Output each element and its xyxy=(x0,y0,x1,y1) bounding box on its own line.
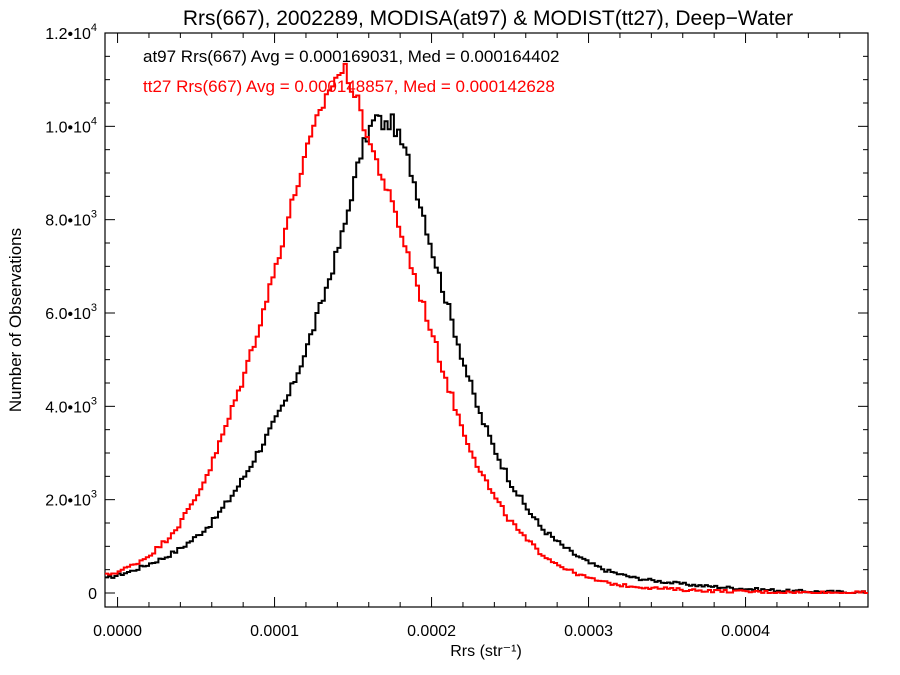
legend-entry-tt27: tt27 Rrs(667) Avg = 0.000148857, Med = 0… xyxy=(143,77,555,96)
legend-entry-at97: at97 Rrs(667) Avg = 0.000169031, Med = 0… xyxy=(143,47,560,66)
y-tick-mantissa: 1.0•10 xyxy=(45,119,91,136)
y-axis-label: Number of Observations xyxy=(6,228,25,412)
x-tick-label: 0.0002 xyxy=(407,623,456,640)
y-tick-label: 2.0•103 xyxy=(45,489,97,510)
legend: at97 Rrs(667) Avg = 0.000169031, Med = 0… xyxy=(143,47,560,96)
x-tick-label: 0.0004 xyxy=(721,623,770,640)
y-tick-exponent: 4 xyxy=(91,22,97,34)
y-tick-label: 6.0•103 xyxy=(45,302,97,323)
y-axis-ticks: 02.0•1034.0•1036.0•1038.0•1031.0•1041.2•… xyxy=(45,22,868,603)
x-axis-label: Rrs (str⁻¹) xyxy=(450,643,522,660)
series-tt27-histogram xyxy=(105,62,868,594)
y-tick-exponent: 3 xyxy=(91,395,97,407)
chart-title: Rrs(667), 2002289, MODISA(at97) & MODIST… xyxy=(183,7,793,30)
y-tick-label: 1.2•104 xyxy=(45,22,97,43)
y-tick-label: 1.0•104 xyxy=(45,115,97,136)
y-tick-mantissa: 0 xyxy=(88,586,97,603)
y-tick-mantissa: 1.2•10 xyxy=(45,26,91,43)
y-tick-mantissa: 4.0•10 xyxy=(45,399,91,416)
y-tick-mantissa: 2.0•10 xyxy=(45,493,91,510)
y-tick-exponent: 4 xyxy=(91,115,97,127)
y-tick-label: 0 xyxy=(88,586,97,603)
x-tick-label: 0.0003 xyxy=(564,623,613,640)
y-tick-exponent: 3 xyxy=(91,489,97,501)
y-tick-mantissa: 8.0•10 xyxy=(45,213,91,230)
y-tick-exponent: 3 xyxy=(91,209,97,221)
series-layer xyxy=(105,62,868,594)
x-tick-label: 0.0001 xyxy=(250,623,299,640)
y-tick-label: 8.0•103 xyxy=(45,209,97,230)
x-tick-label: 0.0000 xyxy=(93,623,142,640)
y-tick-mantissa: 6.0•10 xyxy=(45,306,91,323)
y-tick-exponent: 3 xyxy=(91,302,97,314)
series-at97-histogram xyxy=(105,113,868,594)
x-axis-ticks: 0.0000 0.0001 0.0002 0.0003 0.0004 xyxy=(93,33,841,640)
plot-frame xyxy=(104,32,869,608)
y-tick-label: 4.0•103 xyxy=(45,395,97,416)
